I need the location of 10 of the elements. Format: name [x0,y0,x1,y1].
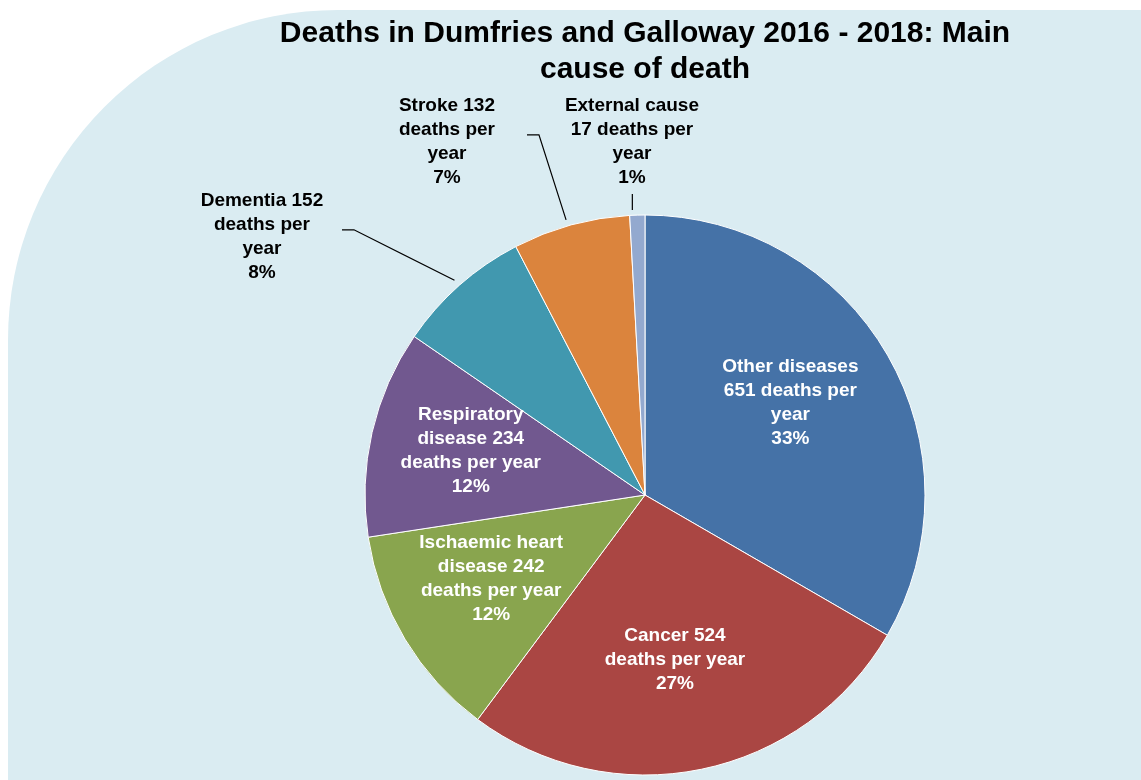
slice-label: Respiratory disease 234 deaths per year 12% [400,403,542,497]
data-label: 651 deaths per year 33% [723,379,858,449]
chart-title: Deaths in Dumfries and Galloway 2016 - 2018: Main cause of death [278,14,1012,86]
data-label: 17 deaths per year 1% [570,118,694,188]
slice-label: Cancer 524 deaths per year 27% [604,624,746,694]
slice-label: Ischaemic heart disease 242 deaths per year 12% [419,531,564,625]
slice-label: External cause [564,94,700,116]
slice-label: Other diseases [722,355,859,377]
slice-label: Dementia 152 deaths per year 8% [200,189,324,283]
slice-label: Stroke 132 deaths per year 7% [398,94,496,188]
